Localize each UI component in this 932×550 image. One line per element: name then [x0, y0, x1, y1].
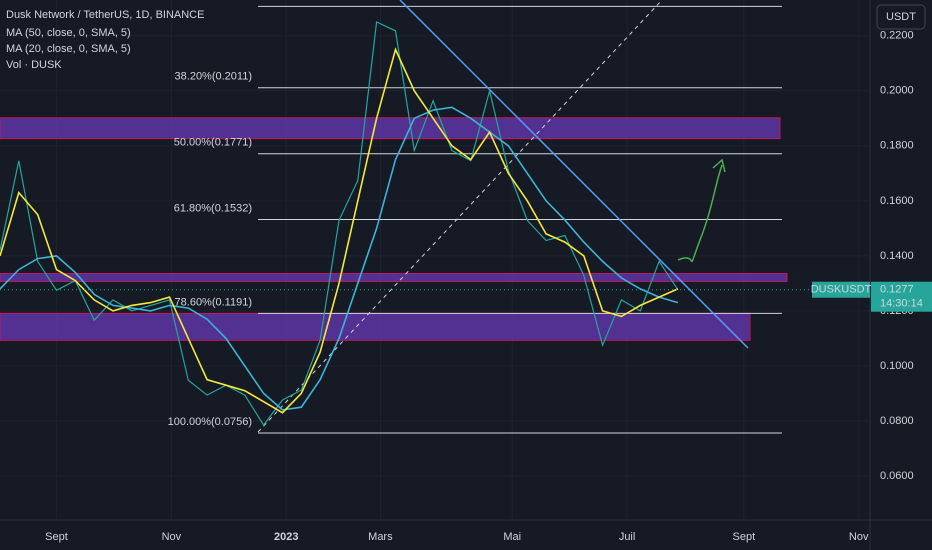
- y-tick-label: 0.0600: [880, 470, 914, 482]
- x-tick-label: Juil: [619, 531, 636, 543]
- x-tick-label: 2023: [274, 531, 298, 543]
- y-tick-label: 0.2200: [880, 30, 914, 42]
- price-tag-name: DUSKUSDT: [811, 284, 872, 296]
- x-tick-label: Mai: [503, 531, 521, 543]
- fib-label: 78.60%(0.1191): [175, 296, 252, 308]
- trend-line: [399, 0, 749, 349]
- x-tick-label: Sept: [733, 531, 756, 543]
- x-tick-label: Nov: [162, 531, 182, 543]
- chart-title: Dusk Network / TetherUS, 1D, BINANCE: [6, 9, 204, 21]
- y-tick-label: 0.1600: [880, 195, 914, 207]
- zone: [0, 312, 751, 341]
- zone: [0, 272, 788, 282]
- zone: [0, 117, 781, 140]
- series-line: [0, 21, 679, 427]
- x-tick-label: Nov: [849, 531, 869, 543]
- fib-label: 100.00%(0.0756): [168, 416, 252, 428]
- legend-entry: MA (50, close, 0, SMA, 5): [6, 27, 131, 39]
- y-tick-label: 0.1800: [880, 140, 914, 152]
- fib-label: 61.80%(0.1532): [174, 202, 252, 214]
- y-tick-label: 0.2000: [880, 85, 914, 97]
- countdown: 14:30:14: [880, 298, 923, 310]
- y-tick-label: 0.1400: [880, 250, 914, 262]
- plot-area: 38.20%(0.2011) 50.00%(0.1771) 61.80%(0.153…: [0, 0, 870, 520]
- y-tick-label: 0.0800: [880, 415, 914, 427]
- currency-button[interactable]: [876, 4, 926, 30]
- x-tick-label: Mars: [368, 531, 393, 543]
- legend-entry: Vol · DUSK: [6, 59, 62, 71]
- price-axis-tag: [871, 281, 932, 312]
- series-line: [0, 47, 679, 414]
- fib-label: 38.20%(0.2011): [175, 71, 252, 83]
- fib-label: 50.00%(0.1771): [174, 137, 252, 149]
- drawn-arrow: [677, 164, 723, 263]
- series-line: [0, 106, 679, 411]
- last-price-label: 0.1277: [880, 284, 914, 296]
- price-tag: [812, 281, 870, 298]
- x-tick-label: Sept: [45, 531, 68, 543]
- trend-line: [257, 0, 663, 433]
- arrow-head: [712, 158, 726, 173]
- y-tick-label: 0.1000: [880, 360, 914, 372]
- legend-entry: MA (20, close, 0, SMA, 5): [6, 43, 131, 55]
- currency-label[interactable]: USDT: [886, 11, 916, 23]
